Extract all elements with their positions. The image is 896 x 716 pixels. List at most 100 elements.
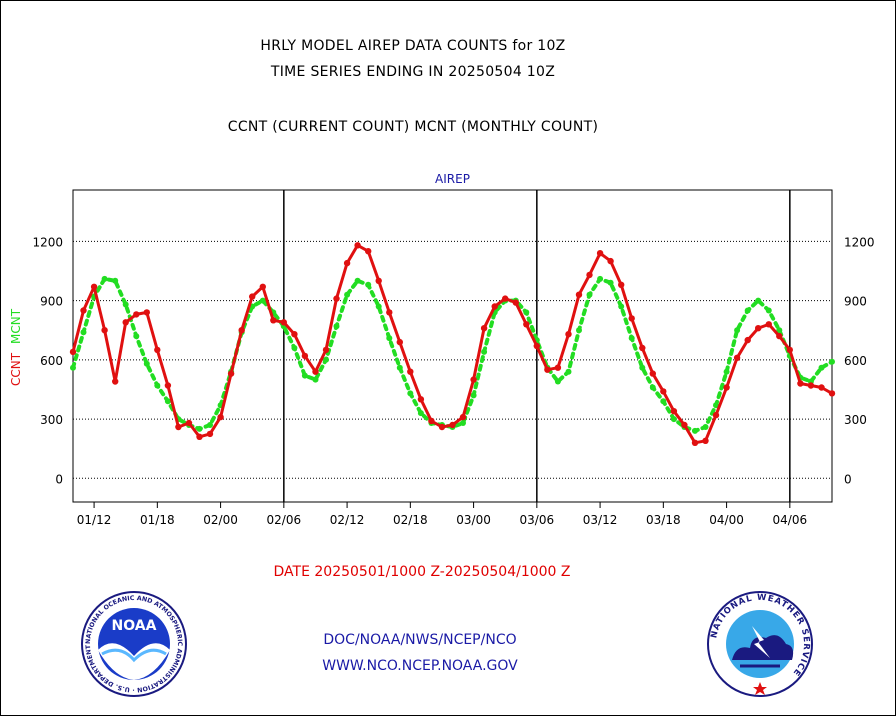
data-point-ccnt — [133, 311, 140, 318]
data-point-mcnt — [744, 307, 751, 314]
data-point-mcnt — [702, 424, 709, 430]
data-point-ccnt — [660, 388, 667, 395]
plot-area — [72, 189, 833, 503]
chart-title-line2: TIME SERIES ENDING IN 20250504 10Z — [270, 64, 556, 80]
noaa-logo: NATIONAL OCEANIC AND ATMOSPHERIC ADMINIS… — [80, 590, 187, 697]
data-point-ccnt — [396, 338, 403, 346]
data-point-ccnt — [122, 319, 129, 326]
data-point-mcnt — [154, 382, 161, 389]
data-point-ccnt — [438, 423, 446, 431]
data-point-ccnt — [143, 309, 150, 316]
data-point-mcnt — [618, 303, 625, 310]
x-tick-label: 02/06 — [267, 513, 302, 527]
x-tick-label: 03/00 — [456, 513, 491, 527]
data-point-ccnt — [596, 250, 604, 257]
noaa-logo-text: NOAA — [112, 618, 157, 634]
data-point-mcnt — [344, 291, 351, 298]
x-tick-label: 02/00 — [203, 513, 238, 527]
data-point-ccnt — [575, 291, 583, 298]
data-point-mcnt — [112, 277, 119, 284]
org-label: DOC/NOAA/NWS/NCEP/NCO — [323, 632, 517, 648]
y-tick-label-left: 1200 — [32, 235, 63, 249]
chart-title-line1: HRLY MODEL AIREP DATA COUNTS for 10Z — [260, 38, 566, 54]
data-point-ccnt — [544, 366, 551, 373]
y-tick-label-right: 300 — [844, 413, 867, 427]
data-point-ccnt — [776, 332, 783, 340]
data-point-mcnt — [196, 425, 203, 432]
data-point-mcnt — [80, 329, 87, 336]
data-point-ccnt — [164, 382, 172, 389]
x-tick-label: 03/12 — [583, 513, 618, 527]
data-point-mcnt — [407, 390, 414, 397]
data-point-ccnt — [291, 331, 298, 338]
y-tick-label-left: 300 — [40, 413, 63, 427]
data-point-ccnt — [618, 281, 625, 288]
data-point-mcnt — [396, 364, 403, 371]
data-point-mcnt — [101, 275, 108, 282]
data-point-mcnt — [70, 364, 76, 371]
data-point-ccnt — [206, 430, 214, 438]
data-point-ccnt — [69, 348, 77, 356]
data-point-ccnt — [280, 319, 287, 326]
data-point-ccnt — [333, 295, 340, 302]
x-tick-label: 03/06 — [520, 513, 555, 527]
data-point-ccnt — [523, 321, 530, 328]
y-tick-label-right: 900 — [844, 295, 867, 309]
data-point-mcnt — [375, 303, 382, 310]
x-tick-label: 04/00 — [709, 513, 744, 527]
data-point-ccnt — [227, 370, 235, 377]
data-point-ccnt — [101, 327, 108, 334]
y-axis-label-mcnt: MCNT — [9, 308, 23, 344]
data-point-mcnt — [133, 333, 140, 340]
data-point-mcnt — [554, 378, 561, 385]
data-point-ccnt — [322, 346, 330, 354]
data-point-ccnt — [681, 421, 688, 429]
data-point-mcnt — [417, 410, 424, 417]
data-point-mcnt — [639, 364, 646, 371]
data-point-mcnt — [670, 416, 677, 423]
data-point-ccnt — [154, 346, 161, 354]
data-point-ccnt — [480, 325, 488, 332]
data-point-mcnt — [460, 420, 466, 426]
data-point-mcnt — [301, 372, 308, 379]
data-point-ccnt — [80, 307, 87, 314]
data-point-mcnt — [818, 364, 825, 371]
data-point-ccnt — [312, 368, 319, 375]
data-point-ccnt — [238, 327, 245, 334]
data-point-mcnt — [776, 327, 783, 334]
data-point-mcnt — [607, 279, 614, 286]
data-point-ccnt — [512, 299, 519, 306]
data-point-mcnt — [649, 384, 656, 391]
data-point-mcnt — [713, 402, 719, 409]
data-point-ccnt — [270, 317, 277, 324]
data-point-mcnt — [365, 281, 372, 288]
nws-logo: NATIONAL WEATHER SERVICE — [707, 591, 813, 697]
data-point-ccnt — [470, 376, 477, 383]
data-point-ccnt — [502, 295, 509, 302]
data-point-mcnt — [354, 277, 361, 284]
y-tick-label-right: 600 — [844, 354, 867, 368]
data-point-mcnt — [207, 422, 213, 428]
data-point-mcnt — [660, 398, 667, 405]
data-point-mcnt — [291, 345, 298, 351]
x-tick-label: 01/12 — [77, 513, 112, 527]
data-point-ccnt — [649, 370, 656, 377]
data-point-ccnt — [807, 382, 815, 389]
y-axis-label-ccnt: CCNT — [9, 352, 23, 386]
data-point-ccnt — [639, 344, 646, 352]
data-point-ccnt — [175, 423, 182, 431]
data-point-mcnt — [576, 327, 582, 334]
data-point-mcnt — [723, 368, 730, 375]
data-point-ccnt — [607, 257, 614, 265]
data-point-mcnt — [734, 327, 741, 334]
data-point-ccnt — [112, 378, 119, 385]
data-point-mcnt — [259, 297, 266, 304]
chart-legend-description: CCNT (CURRENT COUNT) MCNT (MONTHLY COUNT… — [227, 119, 599, 135]
data-point-mcnt — [143, 360, 150, 367]
data-point-ccnt — [628, 315, 635, 322]
data-point-ccnt — [712, 411, 720, 419]
data-point-ccnt — [797, 380, 804, 387]
data-point-mcnt — [122, 301, 129, 308]
x-tick-label: 04/06 — [773, 513, 808, 527]
